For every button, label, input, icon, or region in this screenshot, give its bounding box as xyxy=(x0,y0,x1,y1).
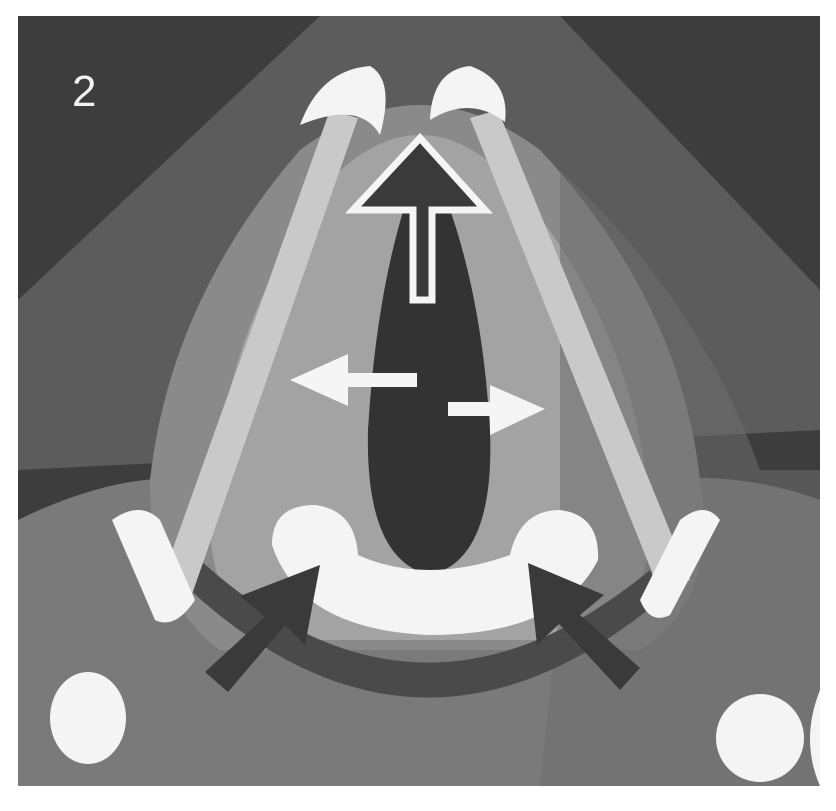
cricoid-cartilage xyxy=(272,505,599,635)
right-corniculate-cartilage xyxy=(430,66,506,122)
left-oval-structure xyxy=(50,672,126,764)
left-arrow xyxy=(290,354,417,406)
right-arytenoid-cartilage xyxy=(640,510,720,618)
open-up-arrow xyxy=(344,132,493,304)
right-oval-structure xyxy=(716,694,804,782)
left-arytenoid-cartilage xyxy=(112,510,195,623)
right-arrow-head xyxy=(490,385,545,435)
panel-label: 2 xyxy=(72,67,97,116)
left-arrow-shaft xyxy=(335,373,417,387)
left-corniculate-cartilage xyxy=(300,66,386,135)
left-arrow-head xyxy=(290,354,348,406)
right-edge-structure xyxy=(810,690,820,786)
right-arrow xyxy=(448,385,545,435)
lower-left-arrow xyxy=(205,565,320,692)
curved-band xyxy=(190,560,660,698)
lower-right-arrow xyxy=(528,563,640,690)
airway-lumen xyxy=(367,150,491,575)
right-vocal-cord xyxy=(470,110,690,592)
left-vocal-cord xyxy=(158,110,358,600)
